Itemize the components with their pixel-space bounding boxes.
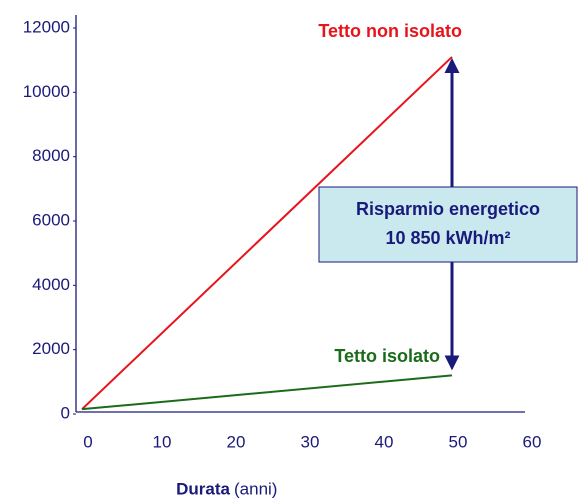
y-tick-label: 10000 xyxy=(23,82,70,101)
y-tick-label: 12000 xyxy=(23,17,70,36)
annotation-text: 10 850 kWh/m² xyxy=(385,228,510,248)
y-tick-label: 0 xyxy=(61,403,70,422)
series-label: Tetto isolato xyxy=(334,346,440,366)
x-axis-unit: (anni) xyxy=(234,479,277,498)
y-tick-label: 8000 xyxy=(32,146,70,165)
x-axis-label: Durata xyxy=(176,479,230,498)
x-tick-label: 20 xyxy=(227,432,246,451)
series-line xyxy=(81,56,453,410)
series-label: Tetto non isolato xyxy=(318,21,462,41)
x-tick-label: 40 xyxy=(375,432,394,451)
x-tick-label: 50 xyxy=(449,432,468,451)
x-tick-label: 0 xyxy=(83,432,92,451)
x-tick-label: 10 xyxy=(153,432,172,451)
y-tick-label: 2000 xyxy=(32,339,70,358)
y-tick-label: 6000 xyxy=(32,210,70,229)
annotation-text: Risparmio energetico xyxy=(356,199,540,219)
x-tick-label: 60 xyxy=(523,432,542,451)
y-tick-label: 4000 xyxy=(32,275,70,294)
series-line xyxy=(81,374,453,411)
annotation-box xyxy=(318,186,578,263)
x-tick-label: 30 xyxy=(301,432,320,451)
